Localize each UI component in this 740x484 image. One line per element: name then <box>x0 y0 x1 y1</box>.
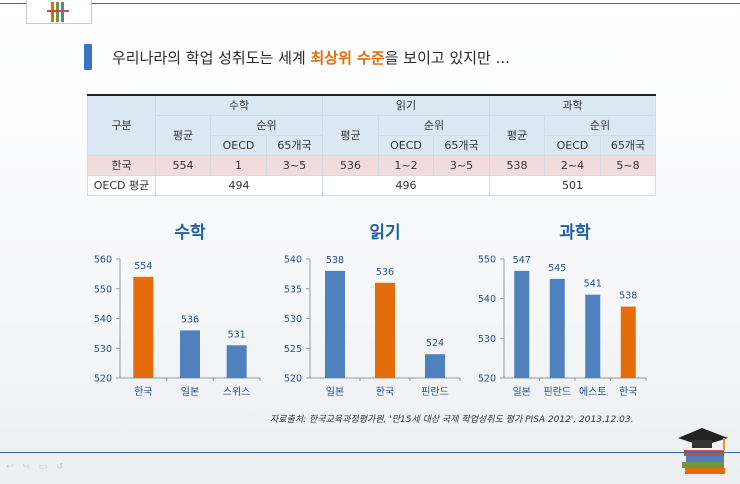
x-tick-label: 한국 <box>134 386 152 398</box>
row-label-korea: 한국 <box>87 155 156 176</box>
data-label: 536 <box>181 314 199 325</box>
bar-핀란드 <box>549 278 565 378</box>
table-row-korea: 한국 554 1 3~5 536 1~2 3~5 538 2~4 5~8 <box>87 155 657 176</box>
y-tick-label: 520 <box>478 374 496 385</box>
table-row-oecd-average: OECD 평균 494 496 501 <box>87 175 657 196</box>
x-tick-label: 에스토 <box>579 386 607 398</box>
table-header-row-3: OECD 65개국 OECD 65개국 OECD 65개국 <box>88 135 657 156</box>
slide-nav-icons[interactable]: ↩ ↪ ▭ ↺ <box>6 462 67 472</box>
headline: 우리나라의 학업 성취도는 세계 최상위 수준을 보이고 있지만 ... <box>84 42 510 72</box>
x-tick-label: 한국 <box>619 386 637 398</box>
y-tick-label: 540 <box>284 255 302 266</box>
headline-text: 우리나라의 학업 성취도는 세계 최상위 수준을 보이고 있지만 ... <box>112 47 510 68</box>
science-bar-chart: 과학 520 530 540 550 547 일본 545 핀란드 541 에스토 538 한국 <box>478 223 647 398</box>
data-label: 545 <box>548 263 566 274</box>
x-tick-label: 한국 <box>376 386 394 398</box>
header-average: 평균 <box>155 115 211 156</box>
cell-math-oecd: 1 <box>210 155 267 176</box>
bar-한국 <box>133 276 154 378</box>
bar-일본 <box>325 270 345 378</box>
data-label: 538 <box>619 291 637 302</box>
header-science: 과학 <box>489 94 657 116</box>
y-tick-label: 560 <box>94 255 112 266</box>
header-oecd: OECD <box>378 135 435 156</box>
y-tick-label: 520 <box>284 374 302 385</box>
header-oecd: OECD <box>210 135 267 156</box>
header-average: 평균 <box>322 115 380 156</box>
header-65: 65개국 <box>433 135 491 156</box>
bar-한국 <box>375 282 395 378</box>
cell-math-65: 3~5 <box>265 155 324 176</box>
cell-science-oecd-average: 501 <box>489 175 657 196</box>
y-tick-label: 530 <box>478 334 496 345</box>
bottom-rule <box>0 452 740 453</box>
y-tick-label: 540 <box>94 314 112 325</box>
header-category: 구분 <box>87 94 156 156</box>
graduation-books-illustration <box>674 424 734 480</box>
y-tick-label: 520 <box>94 374 112 385</box>
x-tick-label: 핀란드 <box>543 386 571 398</box>
data-label: 536 <box>376 267 394 278</box>
headline-before: 우리나라의 학업 성취도는 세계 <box>112 48 311 67</box>
math-bar-chart: 수학 520 530 540 550 560 554 한국 536 일본 531 스위스 <box>94 223 261 398</box>
headline-marker <box>84 44 92 70</box>
cell-reading-oecd-average: 496 <box>322 175 491 196</box>
data-label: 554 <box>134 261 152 272</box>
bar-일본 <box>180 330 200 378</box>
headline-highlight: 최상위 수준 <box>310 48 385 67</box>
header-65: 65개국 <box>600 135 657 156</box>
table-header-row-2: 평균 순위 평균 순위 평균 순위 <box>88 115 657 156</box>
cell-reading-avg: 536 <box>322 155 380 176</box>
bar-한국 <box>620 306 636 378</box>
row-label-oecd-average: OECD 평균 <box>87 175 156 196</box>
data-label: 538 <box>326 255 344 266</box>
cell-reading-oecd: 1~2 <box>378 155 435 176</box>
header-rank: 순위 <box>209 115 324 136</box>
bar-스위스 <box>226 345 247 378</box>
cell-science-65: 5~8 <box>600 155 657 176</box>
data-label: 524 <box>426 338 444 349</box>
logo <box>26 0 92 24</box>
y-tick-label: 525 <box>284 344 302 355</box>
chart-title: 읽기 <box>369 223 400 243</box>
cell-science-oecd: 2~4 <box>544 155 602 176</box>
bar-에스토 <box>585 294 601 378</box>
y-tick-label: 530 <box>284 314 302 325</box>
data-label: 547 <box>513 255 531 266</box>
score-table: 구분 수학 읽기 과학 평균 순위 평균 순위 평균 순위 OECD 65개국 … <box>87 94 657 196</box>
source-note: 자료출처: 한국교육과정평가원, '만15세 대상 국제 학업성취도 평가 PI… <box>270 415 634 425</box>
reading-bar-chart: 읽기 520 525 530 535 540 538 일본 536 한국 524 핀란드 <box>284 223 461 398</box>
header-reading: 읽기 <box>322 94 491 116</box>
data-label: 531 <box>228 329 246 340</box>
cell-science-avg: 538 <box>489 155 546 176</box>
header-rank: 순위 <box>544 115 657 136</box>
x-tick-label: 스위스 <box>223 385 251 398</box>
top-rule <box>0 3 740 4</box>
bar-핀란드 <box>425 354 445 378</box>
cell-math-oecd-average: 494 <box>154 175 324 196</box>
header-average: 평균 <box>489 115 546 156</box>
bar-일본 <box>514 270 530 378</box>
x-tick-label: 핀란드 <box>421 386 449 398</box>
y-tick-label: 540 <box>478 294 496 305</box>
cell-reading-65: 3~5 <box>433 155 491 176</box>
table-header-row-1: 구분 수학 읽기 과학 <box>87 94 657 156</box>
data-label: 541 <box>584 279 602 290</box>
chart-title: 수학 <box>174 223 206 243</box>
y-tick-label: 530 <box>94 344 112 355</box>
header-65: 65개국 <box>265 135 324 156</box>
y-tick-label: 550 <box>94 284 112 295</box>
header-oecd: OECD <box>544 135 602 156</box>
cell-math-avg: 554 <box>155 155 211 176</box>
chart-title: 과학 <box>559 223 591 243</box>
x-tick-label: 일본 <box>181 386 199 398</box>
header-rank: 순위 <box>378 115 491 136</box>
header-math: 수학 <box>154 94 324 116</box>
x-tick-label: 일본 <box>513 386 531 398</box>
y-tick-label: 535 <box>284 284 302 295</box>
y-tick-label: 550 <box>478 255 496 266</box>
x-tick-label: 일본 <box>326 386 344 398</box>
headline-after: 을 보이고 있지만 ... <box>384 48 510 67</box>
